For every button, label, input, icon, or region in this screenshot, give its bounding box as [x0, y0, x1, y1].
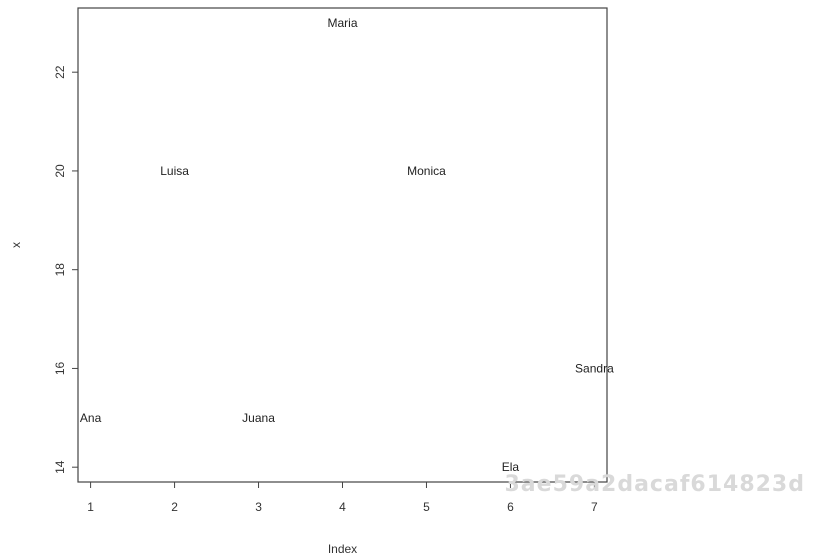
x-tick-label: 5	[423, 500, 430, 514]
point-label: Ana	[80, 411, 102, 425]
watermark-text: 3ae59a2dacaf614823d	[505, 472, 806, 497]
point-label: Maria	[327, 16, 357, 30]
y-tick-label: 14	[53, 460, 67, 474]
point-label: Juana	[242, 411, 275, 425]
x-tick-label: 7	[591, 500, 598, 514]
y-tick-label: 20	[53, 164, 67, 178]
point-label: Ela	[502, 460, 520, 474]
point-label: Monica	[407, 164, 446, 178]
point-label: Sandra	[575, 361, 614, 375]
y-tick-label: 22	[53, 65, 67, 79]
point-labels: Ana Luisa Juana Maria Monica Ela Sandra	[80, 16, 614, 474]
y-tick-label: 18	[53, 263, 67, 277]
point-label: Luisa	[160, 164, 189, 178]
x-tick-label: 6	[507, 500, 514, 514]
x-tick-label: 2	[171, 500, 178, 514]
y-axis: 14 16 18 20 22	[53, 65, 78, 474]
x-axis-label: Index	[328, 542, 357, 556]
x-tick-label: 1	[87, 500, 94, 514]
y-tick-label: 16	[53, 361, 67, 375]
x-axis: 1 2 3 4 5 6 7	[87, 482, 598, 514]
x-tick-label: 4	[339, 500, 346, 514]
x-tick-label: 3	[255, 500, 262, 514]
y-axis-label: x	[9, 242, 23, 248]
